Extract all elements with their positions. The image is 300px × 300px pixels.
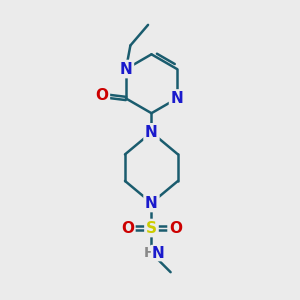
Text: O: O [121,220,134,236]
Text: O: O [169,220,182,236]
Text: N: N [145,196,158,211]
Text: N: N [152,246,164,261]
Text: H: H [143,246,155,260]
Text: N: N [145,125,158,140]
Text: N: N [120,61,132,76]
Text: S: S [146,220,157,236]
Text: N: N [171,91,183,106]
Text: O: O [95,88,108,103]
